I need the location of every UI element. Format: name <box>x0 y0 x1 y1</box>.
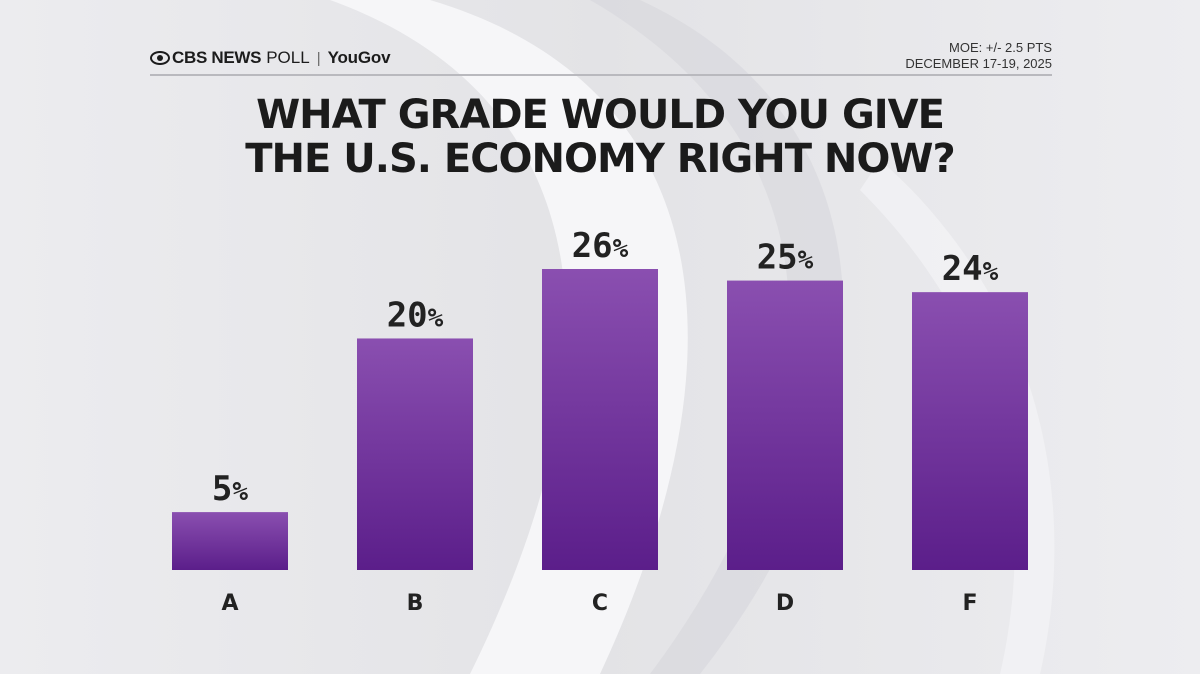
brand-partner: YouGov <box>327 48 391 67</box>
poll-dates: DECEMBER 17-19, 2025 <box>905 56 1052 71</box>
value-label-a: 5% <box>212 469 248 509</box>
bar-f <box>912 292 1028 570</box>
category-label-d: D <box>776 591 794 616</box>
brand-network: CBS NEWS <box>172 48 262 67</box>
value-label-b: 20% <box>387 295 444 335</box>
value-label-f: 24% <box>942 249 999 289</box>
brand-poll: POLL <box>266 48 310 67</box>
chart-title-line-2: THE U.S. ECONOMY RIGHT NOW? <box>245 136 955 182</box>
cbs-eye-icon <box>150 51 170 65</box>
bar-c <box>542 269 658 570</box>
chart-title: WHAT GRADE WOULD YOU GIVE THE U.S. ECONO… <box>0 93 1200 181</box>
category-label-c: C <box>592 591 608 616</box>
value-label-c: 26% <box>572 226 629 266</box>
margin-of-error: MOE: +/- 2.5 PTS <box>949 40 1052 55</box>
bar-a <box>172 512 288 570</box>
category-label-b: B <box>407 591 424 616</box>
brand-logo: CBS NEWS POLL | YouGov <box>150 48 391 68</box>
value-label-d: 25% <box>757 238 814 278</box>
bar-b <box>357 338 473 570</box>
category-label-f: F <box>962 591 977 616</box>
header-bar: CBS NEWS POLL | YouGov MOE: +/- 2.5 PTS … <box>150 38 1052 76</box>
brand-separator: | <box>316 49 321 67</box>
bar-d <box>727 280 843 570</box>
chart-title-line-1: WHAT GRADE WOULD YOU GIVE <box>256 92 945 138</box>
poll-meta: MOE: +/- 2.5 PTS DECEMBER 17-19, 2025 <box>905 40 1052 72</box>
category-label-a: A <box>221 591 238 616</box>
